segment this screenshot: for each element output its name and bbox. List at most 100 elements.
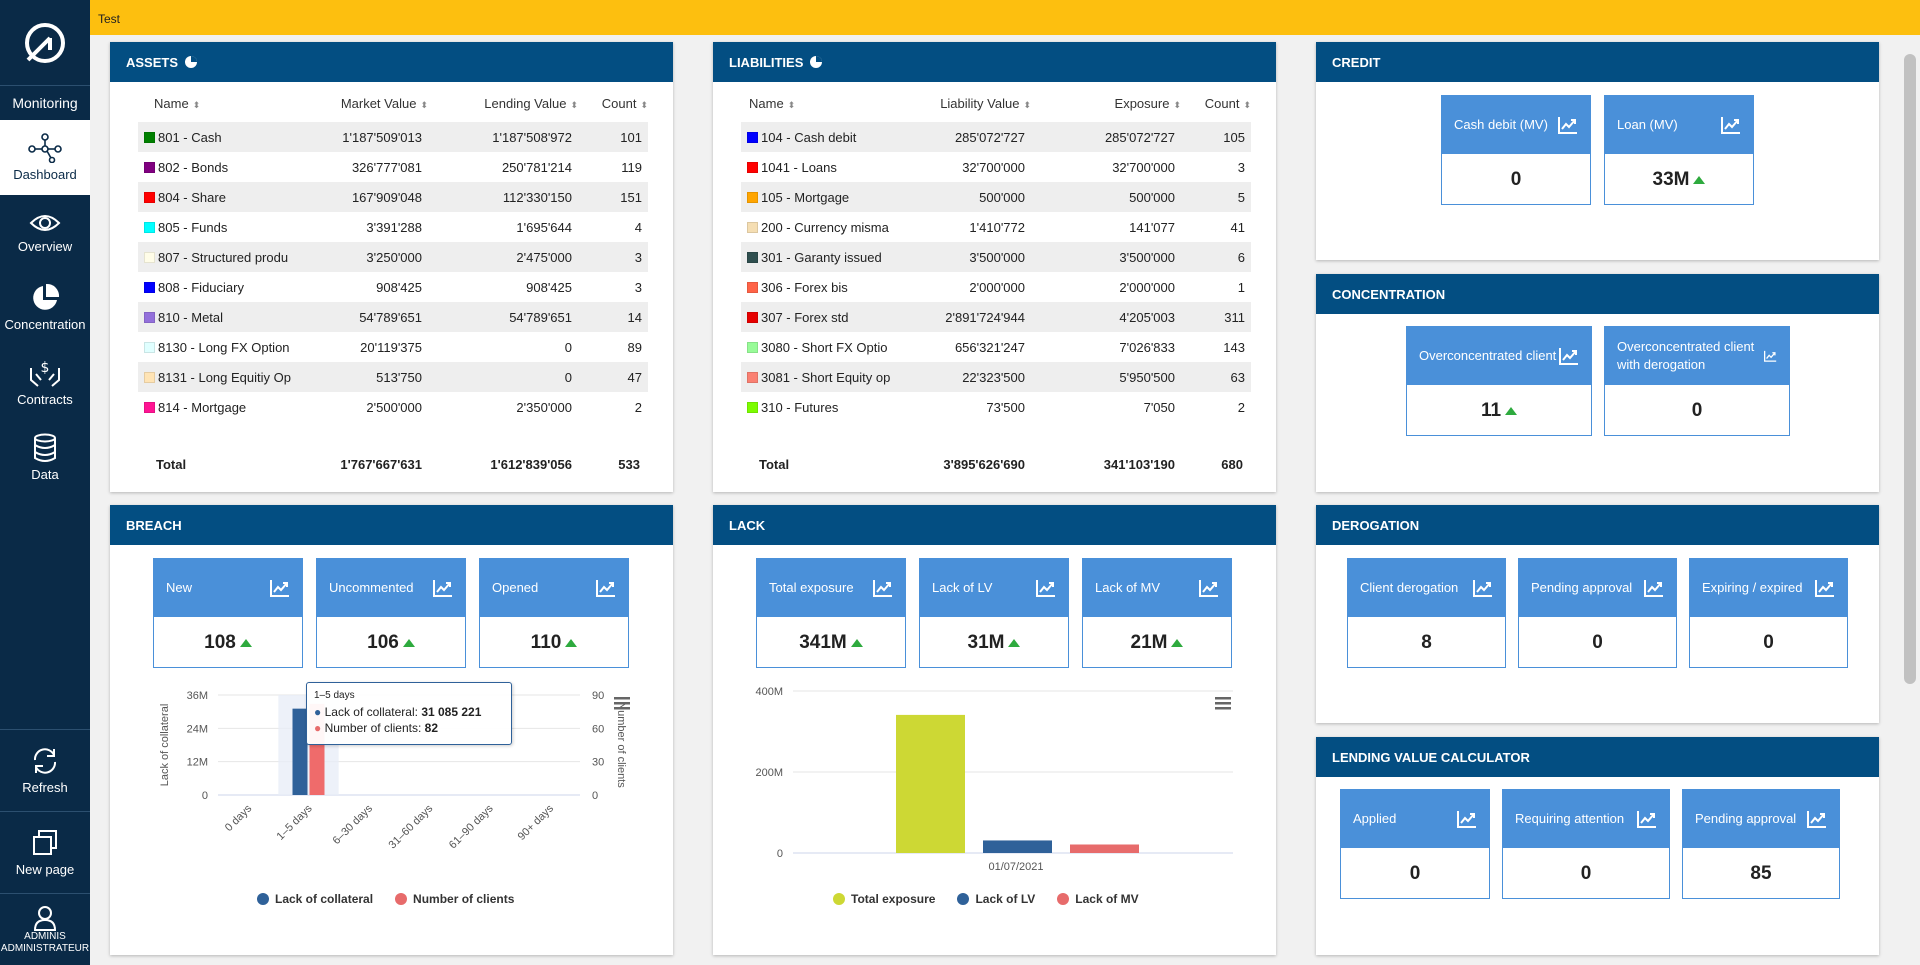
column-header-market-value[interactable]: Market Value ⬍ — [298, 84, 428, 122]
chart-tooltip: 1–5 days ● Lack of collateral: 31 085 22… — [306, 682, 512, 745]
kpi-loan[interactable]: Loan (MV) 33M — [1604, 95, 1754, 205]
kpi-pending-approval[interactable]: Pending approval 0 — [1518, 558, 1677, 668]
chart-menu-icon[interactable] — [614, 697, 630, 710]
kpi-client-derogation[interactable]: Client derogation 8 — [1347, 558, 1506, 668]
column-header-lending-value[interactable]: Lending Value ⬍ — [428, 84, 578, 122]
row-name-cell: 804 - Share — [138, 182, 298, 212]
legend-item-total-exposure[interactable]: Total exposure — [833, 892, 935, 906]
column-header-exposure[interactable]: Exposure ⬍ — [1031, 84, 1181, 122]
sort-icon: ⬍ — [787, 99, 796, 110]
scrollbar-thumb[interactable] — [1904, 54, 1916, 684]
refresh-button[interactable]: Refresh — [0, 729, 90, 811]
kpi-overconcentrated-derogation[interactable]: Overconcentrated client with derogation … — [1604, 326, 1790, 436]
table-row[interactable]: 814 - Mortgage 2'500'000 2'350'000 2 — [138, 392, 648, 422]
kpi-cash-debit[interactable]: Cash debit (MV) 0 — [1441, 95, 1591, 205]
pie-chart-icon[interactable] — [809, 55, 823, 69]
user-role: ADMINISTRATEUR — [0, 942, 90, 954]
sidebar-item-dashboard[interactable]: Dashboard — [0, 120, 90, 195]
table-row[interactable]: 8130 - Long FX Option 20'119'375 0 89 — [138, 332, 648, 362]
page-scrollbar[interactable] — [1902, 40, 1918, 965]
legend-item-lack-of-mv[interactable]: Lack of MV — [1057, 892, 1139, 906]
kpi-value: 0 — [1763, 632, 1774, 653]
kpi-expiring-expired[interactable]: Expiring / expired 0 — [1689, 558, 1848, 668]
table-row[interactable]: 1041 - Loans 32'700'000 32'700'000 3 — [741, 152, 1251, 182]
table-row[interactable]: 307 - Forex std 2'891'724'944 4'205'003 … — [741, 302, 1251, 332]
sidebar-item-contracts[interactable]: $ Contracts — [0, 345, 90, 420]
row-name: 301 - Garanty issued — [761, 249, 882, 265]
liabilities-panel: LIABILITIES Name ⬍ Liability Value ⬍ Expos… — [713, 42, 1276, 492]
kpi-value-box: 110 — [480, 617, 628, 669]
trend-up-icon — [239, 639, 252, 647]
kpi-value: 33M — [1652, 169, 1690, 190]
row-count: 89 — [627, 339, 642, 355]
sidebar-item-data[interactable]: Data — [0, 420, 90, 495]
trend-up-icon — [850, 639, 863, 647]
kpi-new[interactable]: New 108 — [153, 558, 303, 668]
y-axis-label: Lack of collateral — [159, 704, 171, 787]
column-header-count[interactable]: Count ⬍ — [578, 84, 648, 122]
column-header-count[interactable]: Count ⬍ — [1181, 84, 1251, 122]
legend-item-lack-of-lv[interactable]: Lack of LV — [957, 892, 1035, 906]
row-count: 4 — [634, 219, 642, 235]
new-page-button[interactable]: New page — [0, 811, 90, 893]
kpi-value: 108 — [204, 632, 236, 653]
row-name-cell: 8130 - Long FX Option — [138, 332, 298, 362]
sidebar-item-overview[interactable]: Overview — [0, 195, 90, 270]
pie-chart-icon[interactable] — [184, 55, 198, 69]
kpi-lvc-pending-approval[interactable]: Pending approval 85 — [1682, 789, 1840, 899]
row-value-1: 3'250'000 — [298, 242, 428, 272]
table-row[interactable]: 200 - Currency misma 1'410'772 141'077 4… — [741, 212, 1251, 242]
table-row[interactable]: 3081 - Short Equity op 22'323'500 5'950'… — [741, 362, 1251, 392]
table-row[interactable]: 105 - Mortgage 500'000 500'000 5 — [741, 182, 1251, 212]
table-row[interactable]: 8131 - Long Equitiy Op 513'750 0 47 — [138, 362, 648, 392]
kpi-requiring-attention[interactable]: Requiring attention 0 — [1502, 789, 1670, 899]
kpi-header: Total exposure — [757, 559, 905, 617]
table-row[interactable]: 808 - Fiduciary 908'425 908'425 3 — [138, 272, 648, 302]
row-value-1: 3'391'288 — [366, 219, 422, 235]
table-row[interactable]: 802 - Bonds 326'777'081 250'781'214 119 — [138, 152, 648, 182]
kpi-overconcentrated-client[interactable]: Overconcentrated client 11 — [1406, 326, 1592, 436]
row-value-2: 0 — [564, 339, 572, 355]
trend-up-icon — [402, 639, 415, 647]
kpi-applied[interactable]: Applied 0 — [1340, 789, 1490, 899]
app-logo[interactable] — [0, 0, 90, 85]
table-row[interactable]: 805 - Funds 3'391'288 1'695'644 4 — [138, 212, 648, 242]
row-name-cell: 3081 - Short Equity op — [741, 362, 901, 392]
trend-up-icon — [1171, 639, 1184, 647]
user-menu[interactable]: ADMINIS ADMINISTRATEUR — [0, 893, 90, 965]
x-tick-label: 31–60 days — [387, 802, 436, 851]
legend-item-number-of-clients[interactable]: Number of clients — [395, 892, 514, 906]
legend-item-lack-of-collateral[interactable]: Lack of collateral — [257, 892, 373, 906]
kpi-lack-of-lv[interactable]: Lack of LV 31M — [919, 558, 1069, 668]
kpi-label: Opened — [492, 580, 539, 595]
kpi-opened[interactable]: Opened 110 — [479, 558, 629, 668]
chart-menu-icon[interactable] — [1215, 697, 1231, 710]
row-value-2: 1'187'508'972 — [428, 122, 578, 152]
table-row[interactable]: 301 - Garanty issued 3'500'000 3'500'000… — [741, 242, 1251, 272]
table-row[interactable]: 104 - Cash debit 285'072'727 285'072'727… — [741, 122, 1251, 152]
kpi-lack-of-mv[interactable]: Lack of MV 21M — [1082, 558, 1232, 668]
table-row[interactable]: 3080 - Short FX Optio 656'321'247 7'026'… — [741, 332, 1251, 362]
trend-chart-icon — [1558, 117, 1577, 134]
tooltip-value: 82 — [424, 721, 438, 735]
row-name: 8130 - Long FX Option — [158, 339, 290, 355]
column-header-liability-value[interactable]: Liability Value ⬍ — [901, 84, 1031, 122]
y2-tick-label: 30 — [592, 757, 604, 769]
kpi-uncommented[interactable]: Uncommented 106 — [316, 558, 466, 668]
series-color-swatch — [747, 281, 758, 293]
column-header-name[interactable]: Name ⬍ — [138, 84, 298, 122]
table-row[interactable]: 801 - Cash 1'187'509'013 1'187'508'972 1… — [138, 122, 648, 152]
table-row[interactable]: 804 - Share 167'909'048 112'330'150 151 — [138, 182, 648, 212]
table-row[interactable]: 810 - Metal 54'789'651 54'789'651 14 — [138, 302, 648, 332]
table-row[interactable]: 310 - Futures 73'500 7'050 2 — [741, 392, 1251, 422]
table-row[interactable]: 306 - Forex bis 2'000'000 2'000'000 1 — [741, 272, 1251, 302]
table-row[interactable]: 807 - Structured produ 3'250'000 2'475'0… — [138, 242, 648, 272]
sidebar-item-concentration[interactable]: Concentration — [0, 270, 90, 345]
column-header-name[interactable]: Name ⬍ — [741, 84, 901, 122]
row-name: 814 - Mortgage — [158, 399, 247, 415]
kpi-total-exposure[interactable]: Total exposure 341M — [756, 558, 906, 668]
sidebar-item-monitoring[interactable]: Monitoring — [0, 85, 90, 120]
trend-chart-icon — [1199, 580, 1218, 597]
row-value-2: 112'330'150 — [428, 182, 578, 212]
breach-header: BREACH — [110, 505, 673, 545]
